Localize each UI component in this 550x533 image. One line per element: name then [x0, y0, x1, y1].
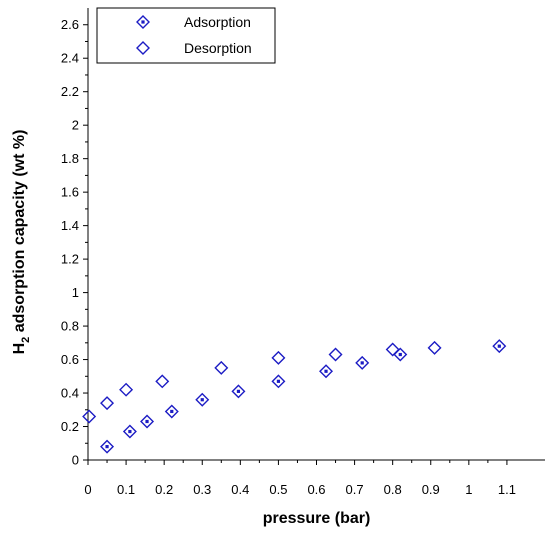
y-tick-label: 0.6	[61, 352, 79, 367]
diamond-marker	[355, 355, 370, 370]
adsorption-point	[195, 392, 210, 407]
x-tick-label: 0.8	[384, 482, 402, 497]
diamond-marker	[231, 384, 246, 399]
adsorption-point	[164, 404, 179, 419]
x-tick-label: 0.2	[155, 482, 173, 497]
y-tick-label: 2.4	[61, 51, 79, 66]
marker-center-dot	[170, 409, 174, 414]
adsorption-point	[319, 364, 334, 379]
diamond-marker	[122, 424, 137, 439]
data-points	[82, 339, 507, 454]
diamond-marker	[271, 374, 286, 389]
marker-center-dot	[128, 429, 132, 434]
marker-center-dot	[200, 398, 204, 402]
diamond-marker	[328, 347, 343, 362]
marker-center-dot	[105, 445, 109, 449]
legend-marker	[136, 15, 150, 29]
legend: Adsorption Desorption	[96, 7, 276, 64]
x-tick-label: 0.9	[422, 482, 440, 497]
diamond-marker	[319, 364, 334, 379]
y-tick-label: 0.4	[61, 386, 79, 401]
diamond-marker	[195, 392, 210, 407]
adsorption-point	[355, 355, 370, 370]
legend-label: Desorption	[184, 40, 252, 56]
y-ticks: 0 0.2 0.4 0.6 0.8 1 1.2 1.4 1.6 1.8 2 2.2 2.4 2.6	[61, 17, 88, 468]
adsorption-point	[271, 374, 286, 389]
axes	[87, 8, 545, 461]
diamond-marker	[214, 360, 229, 375]
desorption-point	[427, 340, 442, 355]
diamond-marker	[119, 382, 134, 397]
x-tick-label: 0.6	[307, 482, 325, 497]
y-tick-label: 1.4	[61, 218, 79, 233]
y-tick-label: 2.2	[61, 84, 79, 99]
marker-center-dot	[236, 389, 241, 393]
marker-center-dot	[141, 20, 145, 24]
adsorption-point	[122, 424, 137, 439]
marker-center-dot	[497, 344, 501, 348]
marker-center-dot	[360, 361, 364, 365]
legend-marker	[136, 41, 150, 55]
y-tick-label: 1	[72, 285, 79, 300]
y-tick-label: 2.6	[61, 17, 79, 32]
legend-box	[96, 7, 276, 64]
y-tick-label: 0.8	[61, 319, 79, 334]
diamond-marker	[140, 414, 155, 429]
diamond-marker	[155, 374, 170, 389]
x-tick-label: 0	[84, 482, 91, 497]
diamond-marker	[427, 340, 442, 355]
y-tick-label: 1.8	[61, 151, 79, 166]
x-tick-label: 0.1	[117, 482, 135, 497]
desorption-point	[100, 396, 115, 411]
x-ticks: 0 0.1 0.2 0.3 0.4 0.5 0.6 0.7 0.8 0.9 1 1.1	[84, 460, 516, 497]
diamond-marker	[492, 339, 507, 354]
desorption-point	[119, 382, 134, 397]
adsorption-point	[140, 414, 155, 429]
diamond-marker	[385, 342, 400, 357]
x-tick-label: 1	[465, 482, 472, 497]
x-tick-label: 1.1	[498, 482, 516, 497]
adsorption-point	[393, 347, 408, 362]
diamond-marker	[271, 350, 286, 365]
marker-center-dot	[145, 419, 149, 424]
diamond-marker	[136, 15, 150, 29]
desorption-point	[271, 350, 286, 365]
diamond-marker	[136, 41, 150, 55]
y-tick-label: 1.2	[61, 252, 79, 267]
y-tick-label: 0.2	[61, 419, 79, 434]
desorption-point	[385, 342, 400, 357]
y-tick-label: 0	[72, 453, 79, 468]
y-axis-title: H2 adsorption capacity (wt %)	[11, 130, 32, 355]
x-axis-title: pressure (bar)	[263, 510, 371, 527]
y-axis-title-main: H	[11, 343, 28, 355]
y-axis-title-subscript: 2	[20, 337, 32, 343]
diamond-marker	[82, 409, 97, 424]
y-axis-title-rest: adsorption capacity (wt %)	[11, 130, 28, 337]
y-tick-label: 2	[72, 118, 79, 133]
x-tick-label: 0.5	[269, 482, 287, 497]
adsorption-point	[100, 439, 115, 454]
desorption-point	[82, 409, 97, 424]
legend-items: Adsorption Desorption	[136, 14, 252, 56]
marker-center-dot	[398, 352, 402, 357]
marker-center-dot	[324, 369, 328, 373]
desorption-point	[155, 374, 170, 389]
diamond-marker	[100, 439, 115, 454]
adsorption-point	[231, 384, 246, 399]
diamond-marker	[164, 404, 179, 419]
y-tick-label: 1.6	[61, 185, 79, 200]
x-tick-label: 0.7	[346, 482, 364, 497]
desorption-point	[214, 360, 229, 375]
adsorption-point	[492, 339, 507, 354]
x-tick-label: 0.3	[193, 482, 211, 497]
legend-label: Adsorption	[184, 14, 251, 30]
diamond-marker	[100, 396, 115, 411]
x-tick-label: 0.4	[231, 482, 249, 497]
desorption-point	[328, 347, 343, 362]
marker-center-dot	[276, 379, 281, 383]
